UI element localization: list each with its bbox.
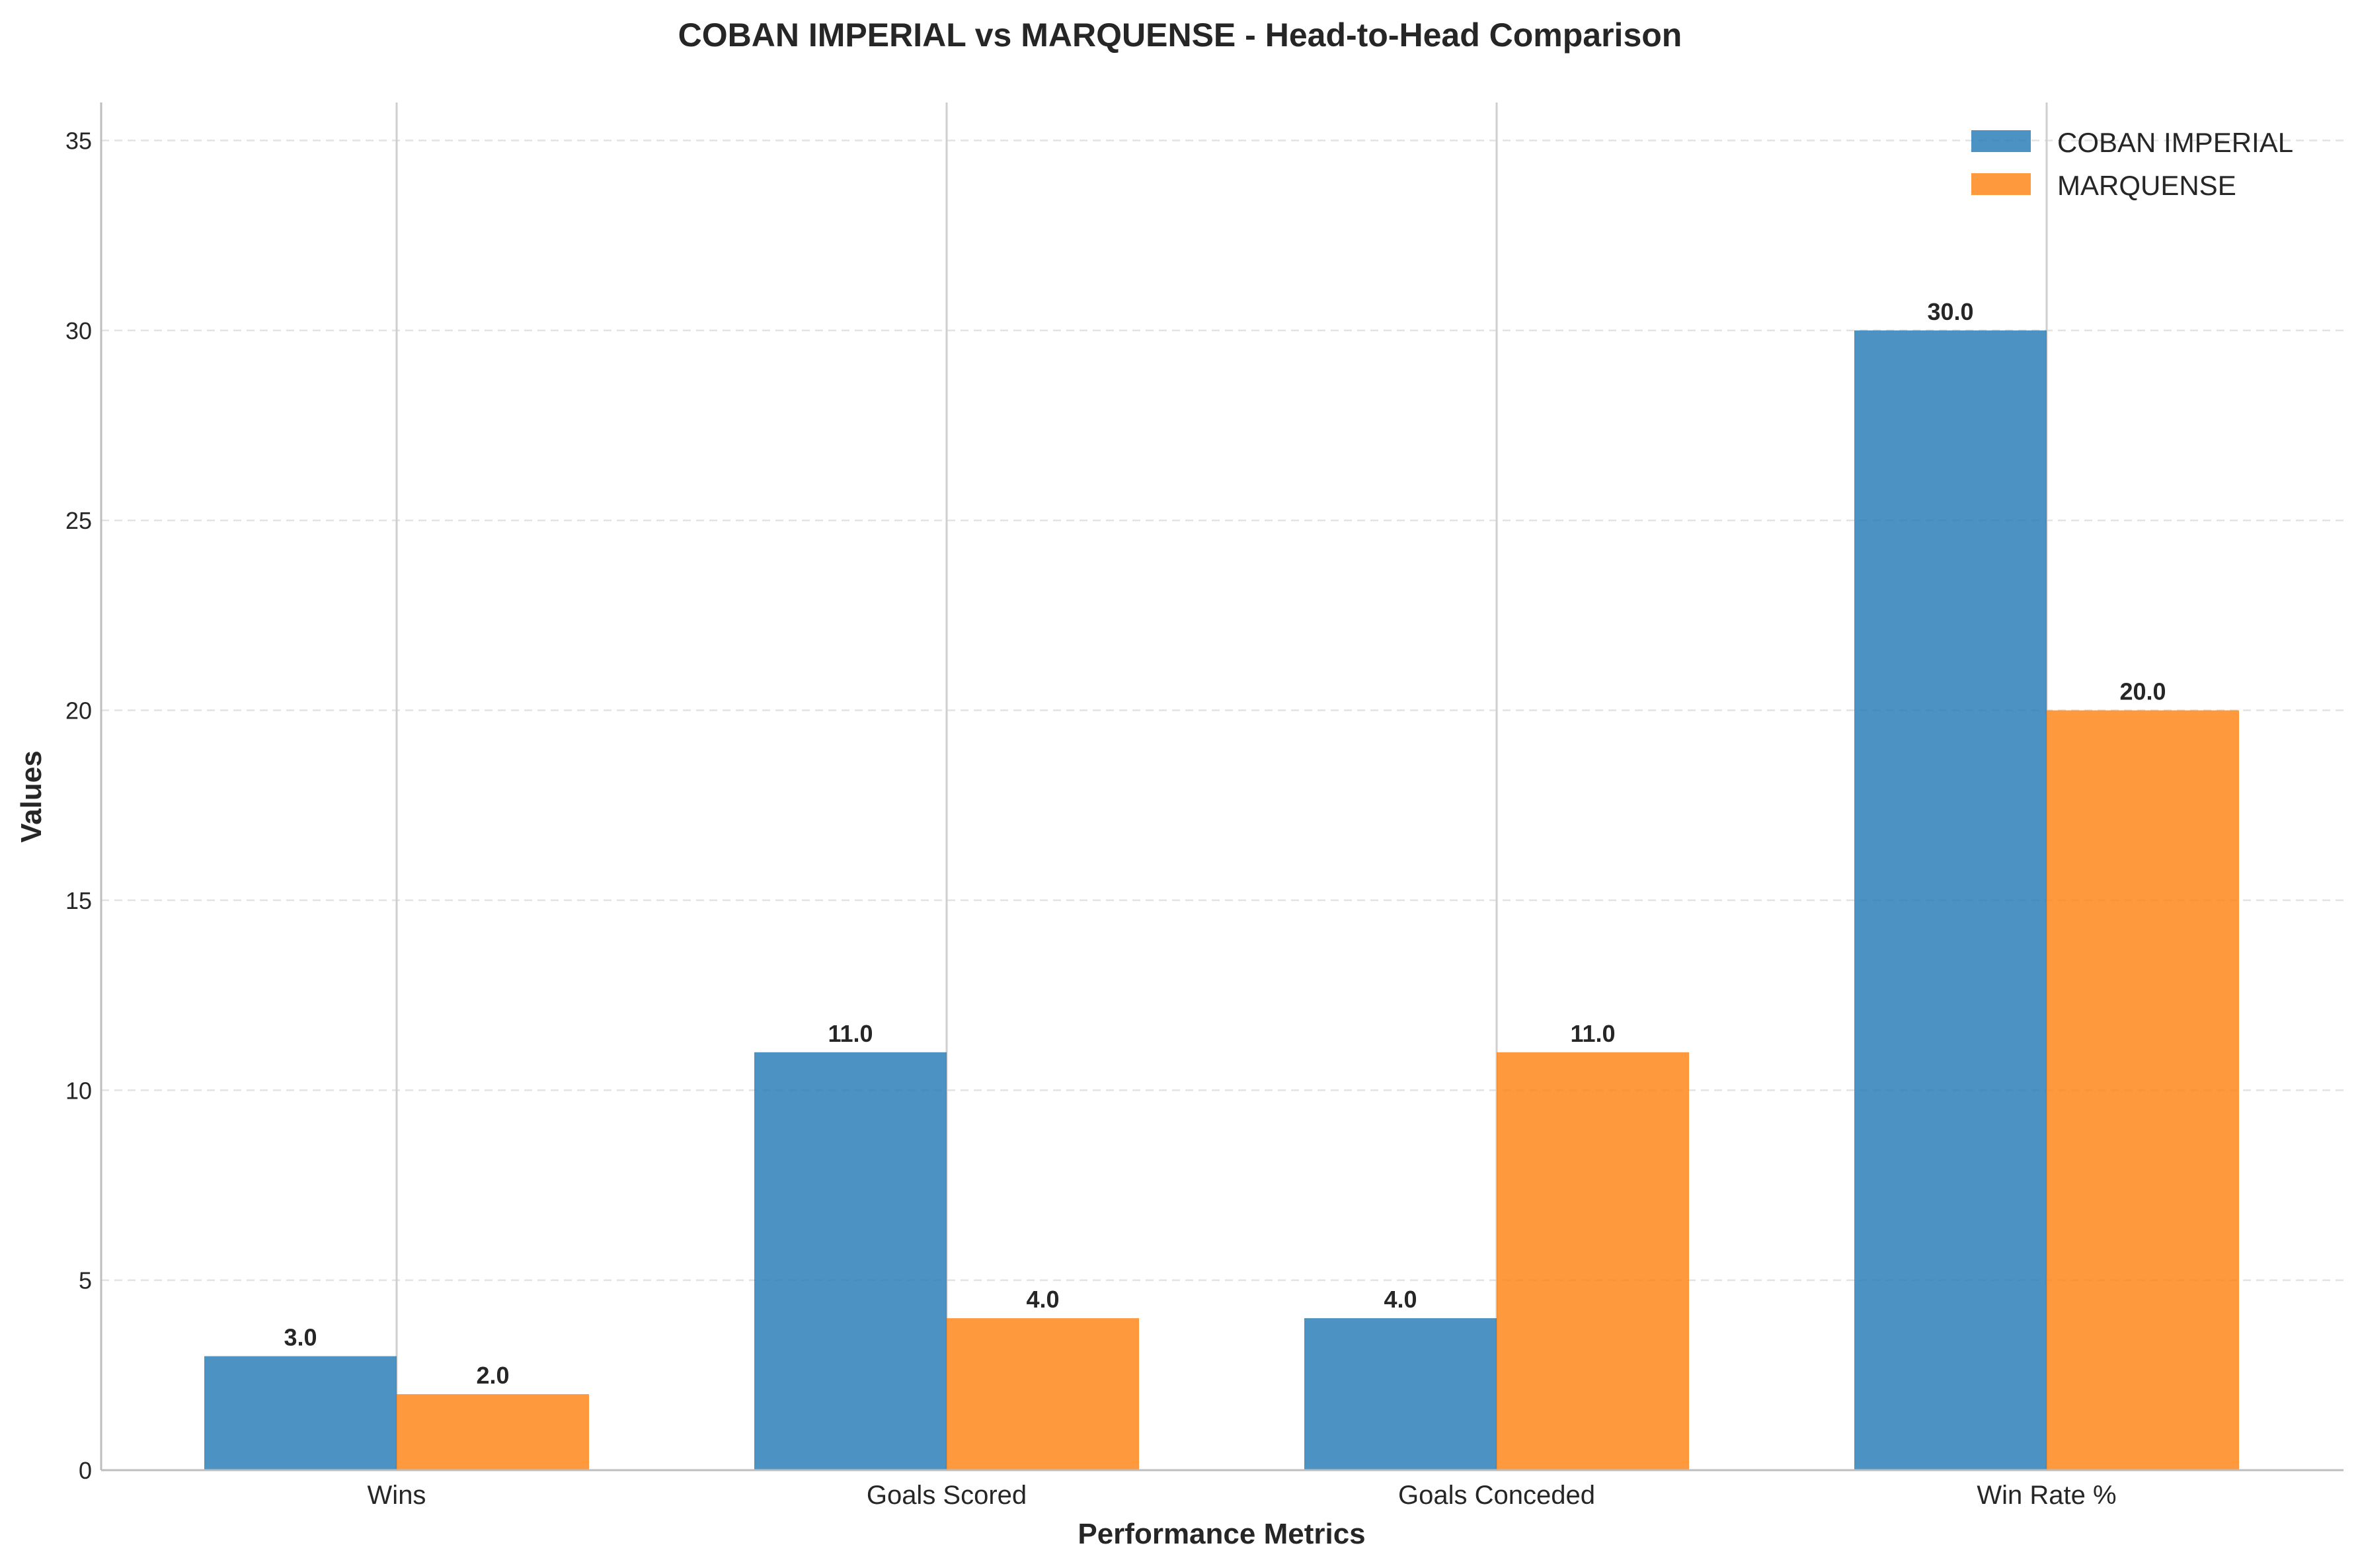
x-tick-label-win-rate: Win Rate % [1977, 1481, 2116, 1510]
y-tick-label-15: 15 [65, 887, 92, 914]
labels-layer: 3.0 11.0 4.0 30.0 2.0 4.0 11.0 20.0 [284, 298, 2166, 1389]
y-tick-label-10: 10 [65, 1077, 92, 1104]
data-label-coban-imperial-goals-conceded: 4.0 [1384, 1286, 1417, 1313]
data-label-marquense-win-rate: 20.0 [2119, 678, 2166, 705]
bars-layer [204, 330, 2239, 1470]
legend-swatch-coban-imperial [1971, 130, 2031, 152]
y-tick-label-35: 35 [65, 127, 92, 154]
y-tick-label-25: 25 [65, 507, 92, 534]
y-tick-label-20: 20 [65, 697, 92, 725]
axes-layer: 0 5 10 15 20 25 30 35 Wins Goals Scored Goals Conc… [65, 102, 2343, 1510]
data-label-marquense-wins: 2.0 [476, 1362, 509, 1389]
bar-coban-imperial-win-rate [1854, 330, 2047, 1470]
x-tick-label-goals-conceded: Goals Conceded [1398, 1481, 1595, 1510]
x-axis-label: Performance Metrics [1078, 1518, 1365, 1550]
data-label-coban-imperial-wins: 3.0 [284, 1324, 317, 1351]
legend-swatch-marquense [1971, 173, 2031, 195]
y-tick-label-0: 0 [79, 1457, 92, 1484]
bar-marquense-goals-scored [947, 1318, 1139, 1470]
bar-coban-imperial-wins [204, 1356, 397, 1470]
y-axis-label: Values [15, 750, 48, 842]
legend-label-coban-imperial: COBAN IMPERIAL [2057, 127, 2293, 158]
data-label-coban-imperial-win-rate: 30.0 [1927, 298, 1973, 325]
bar-coban-imperial-goals-scored [754, 1052, 947, 1470]
bar-marquense-wins [397, 1394, 589, 1470]
data-label-coban-imperial-goals-scored: 11.0 [828, 1020, 873, 1047]
bar-marquense-goals-conceded [1497, 1052, 1689, 1470]
y-tick-label-5: 5 [79, 1267, 92, 1294]
legend-label-marquense: MARQUENSE [2057, 170, 2236, 201]
data-label-marquense-goals-conceded: 11.0 [1570, 1020, 1615, 1047]
bar-coban-imperial-goals-conceded [1304, 1318, 1497, 1470]
x-tick-label-goals-scored: Goals Scored [867, 1481, 1027, 1510]
chart-title: COBAN IMPERIAL vs MARQUENSE - Head-to-He… [678, 17, 1682, 54]
x-tick-label-wins: Wins [368, 1481, 426, 1510]
y-tick-label-30: 30 [65, 317, 92, 344]
data-label-marquense-goals-scored: 4.0 [1026, 1286, 1059, 1313]
bar-marquense-win-rate [2047, 710, 2239, 1470]
legend: COBAN IMPERIAL MARQUENSE [1971, 127, 2293, 201]
